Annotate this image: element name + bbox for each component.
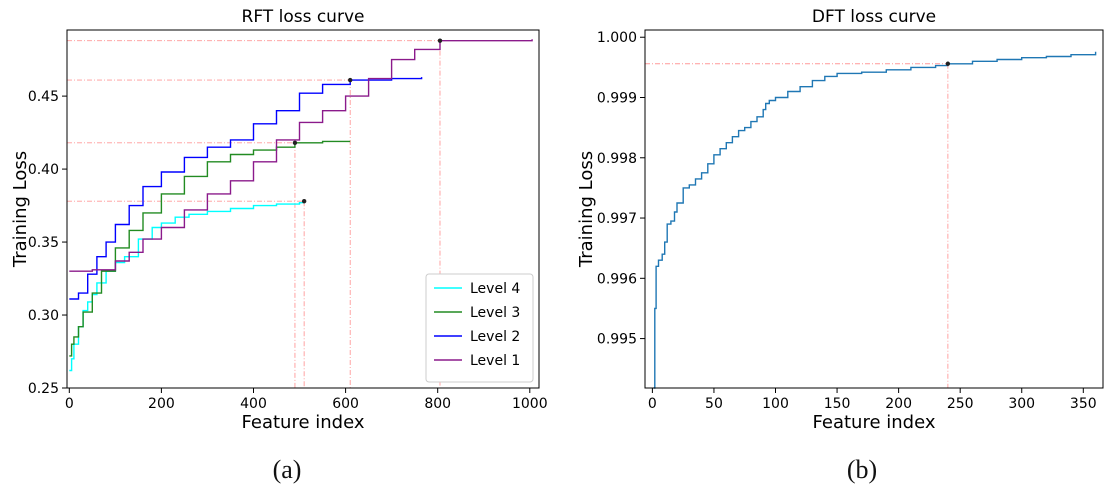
chart-title: DFT loss curve	[812, 7, 936, 27]
series-line	[69, 39, 533, 272]
legend-label: Level 3	[470, 305, 520, 321]
y-tick-label: 0.40	[28, 162, 59, 178]
x-tick-label: 600	[332, 396, 359, 412]
series-line	[653, 51, 1097, 389]
x-tick-label: 200	[148, 396, 175, 412]
series-line	[69, 201, 305, 372]
series-line	[69, 140, 351, 357]
best-point-marker	[437, 38, 443, 43]
x-tick-label: 1000	[512, 396, 548, 412]
x-tick-label: 0	[648, 396, 657, 412]
series-line	[69, 77, 423, 300]
y-tick-label: 0.996	[597, 271, 637, 287]
y-tick-label: 0.997	[597, 211, 637, 227]
y-axis-label: Training Loss	[576, 151, 597, 268]
x-tick-label: 50	[705, 396, 723, 412]
y-tick-label: 0.30	[28, 308, 59, 324]
x-tick-label: 100	[762, 396, 789, 412]
best-point-marker	[945, 61, 951, 66]
y-tick-label: 0.25	[28, 381, 59, 397]
y-tick-label: 0.45	[28, 89, 59, 105]
best-point-marker	[292, 140, 298, 146]
caption-a: (a)	[273, 455, 302, 484]
x-tick-label: 300	[1008, 396, 1035, 412]
legend: Level 4 Level 3 Level 2 Level 1	[425, 273, 534, 383]
legend-label: Level 2	[470, 329, 520, 345]
y-tick-label: 0.998	[597, 151, 637, 167]
x-tick-label: 800	[424, 396, 451, 412]
y-tick-label: 0.995	[597, 332, 637, 348]
rft-loss-chart: 0 200 400 600 800 1000 0.25 0.30 0.35 0.40 0.45 RFT…	[10, 7, 548, 433]
plot-frame	[644, 29, 1104, 389]
caption-b: (b)	[847, 455, 877, 484]
x-tick-label: 400	[240, 396, 267, 412]
best-point-marker	[301, 198, 307, 204]
best-point-marker	[348, 77, 353, 83]
x-tick-label: 150	[824, 396, 851, 412]
y-tick-label: 0.999	[597, 91, 637, 107]
chart-title: RFT loss curve	[242, 7, 365, 27]
y-tick-label: 0.35	[28, 235, 59, 251]
legend-label: Level 4	[470, 281, 520, 297]
x-tick-label: 250	[947, 396, 974, 412]
plot-frame	[66, 29, 540, 389]
x-axis-label: Feature index	[813, 412, 936, 433]
legend-box	[425, 273, 534, 383]
legend-label: Level 1	[470, 353, 520, 369]
dft-loss-chart: 0 50 100 150 200 250 300 350 0.995 0.996 0.997 0.99…	[576, 7, 1104, 433]
x-tick-label: 200	[885, 396, 912, 412]
y-tick-label: 1.000	[597, 30, 637, 46]
x-axis-label: Feature index	[242, 412, 365, 433]
x-tick-label: 0	[65, 396, 74, 412]
y-axis-label: Training Loss	[10, 151, 31, 268]
x-tick-label: 350	[1070, 396, 1097, 412]
